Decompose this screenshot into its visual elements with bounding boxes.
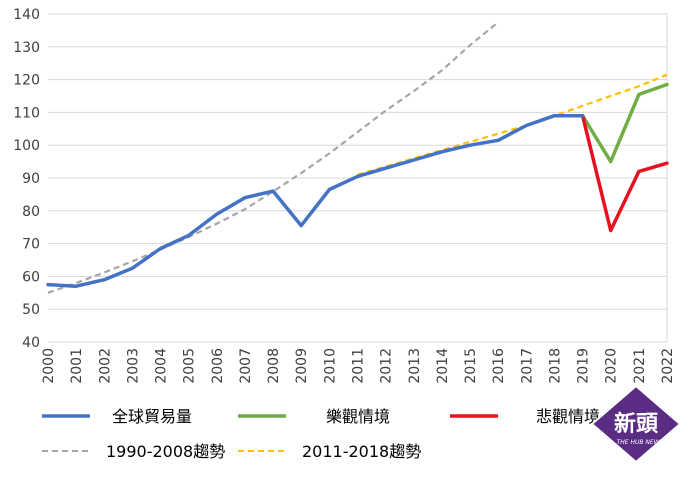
x-tick-label-2016: 2016: [491, 348, 507, 384]
x-tick-label-2020: 2020: [604, 348, 620, 384]
y-tick-label-120: 120: [13, 73, 40, 89]
series-lines: [46, 21, 669, 294]
y-tick-label-90: 90: [22, 171, 40, 187]
logo-subtext: THE HUB NEWS: [617, 439, 664, 446]
x-tick-label-2017: 2017: [519, 348, 535, 384]
x-tick-label-2001: 2001: [69, 348, 85, 384]
legend-label-global-trade: 全球貿易量: [112, 407, 192, 426]
x-tick-label-2009: 2009: [294, 348, 310, 384]
legend-label-optimistic: 樂觀情境: [326, 407, 390, 426]
y-tick-label-140: 140: [13, 7, 40, 23]
x-tick-label-2006: 2006: [210, 348, 226, 384]
y-axis-ticks: 40 50 60 70 80 90 100 110 120 130 140: [13, 7, 40, 351]
x-tick-label-2012: 2012: [379, 348, 395, 384]
x-axis-ticks: 2000 2001 2002 2003 2004 2005 2006 2007 2008 2009…: [41, 348, 676, 384]
x-tick-label-2010: 2010: [322, 348, 338, 384]
x-tick-label-2015: 2015: [463, 348, 479, 384]
y-tick-label-100: 100: [13, 138, 40, 154]
series-line-global-trade: [46, 113, 585, 288]
y-tick-label-110: 110: [13, 105, 40, 121]
x-tick-label-2003: 2003: [125, 348, 141, 384]
x-tick-label-2013: 2013: [407, 348, 423, 384]
series-line-optimistic: [580, 82, 669, 164]
y-tick-label-80: 80: [22, 204, 40, 220]
y-tick-label-40: 40: [22, 335, 40, 351]
x-tick-label-2008: 2008: [266, 348, 282, 384]
legend-label-pessimistic: 悲觀情境: [536, 407, 600, 426]
legend-label-trend-2011-2018: 2011-2018趨勢: [302, 442, 421, 461]
y-tick-label-70: 70: [22, 237, 40, 253]
x-tick-label-2019: 2019: [576, 348, 592, 384]
logo-diamond-shape: [590, 384, 682, 464]
series-line-trend-1990-2008: [47, 21, 499, 294]
x-tick-label-2002: 2002: [97, 348, 113, 384]
y-tick-label-50: 50: [22, 302, 40, 318]
series-line-pessimistic: [580, 113, 669, 233]
x-tick-label-2007: 2007: [238, 348, 254, 384]
legend: 全球貿易量 樂觀情境 悲觀情境 1990-2008趨勢 2011-2018趨勢: [42, 407, 600, 461]
news-logo: 新頭 THE HUB NEWS: [590, 384, 682, 464]
logo-text: 新頭: [614, 411, 659, 437]
y-tick-label-130: 130: [13, 40, 40, 56]
legend-label-trend-1990-2008: 1990-2008趨勢: [106, 442, 225, 461]
x-tick-label-2005: 2005: [182, 348, 198, 384]
x-tick-label-2014: 2014: [435, 348, 451, 384]
x-tick-label-2022: 2022: [660, 348, 676, 384]
x-tick-label-2018: 2018: [547, 348, 563, 384]
x-tick-label-2011: 2011: [351, 348, 367, 384]
x-tick-label-2000: 2000: [41, 348, 57, 384]
x-tick-label-2021: 2021: [632, 348, 648, 384]
y-tick-label-60: 60: [22, 269, 40, 285]
x-tick-label-2004: 2004: [154, 348, 170, 384]
series-line-trend-2011-2018: [357, 73, 668, 176]
